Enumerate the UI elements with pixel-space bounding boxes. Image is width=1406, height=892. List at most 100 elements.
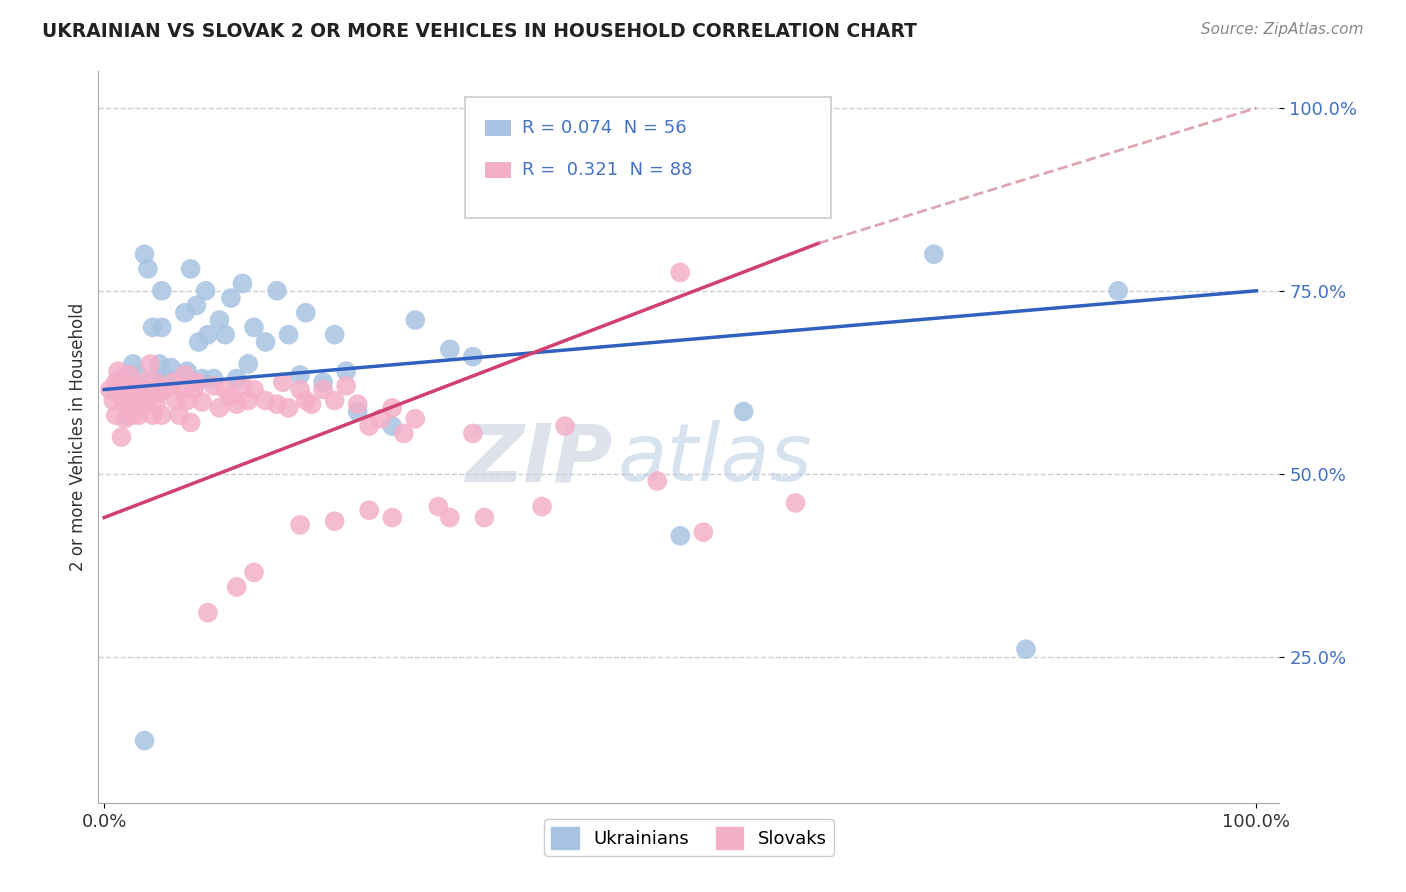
Point (243, 320, 266, 334)
Point (160, 360, 183, 375)
Point (288, 517, 311, 532)
Point (128, 408, 150, 422)
Point (266, 397, 288, 411)
Point (162, 375, 184, 389)
Point (214, 327, 236, 342)
Point (191, 395, 214, 409)
Point (187, 334, 209, 349)
Point (104, 375, 127, 389)
Point (381, 401, 404, 415)
Point (197, 606, 219, 620)
Point (323, 514, 346, 528)
Point (225, 397, 247, 411)
Point (150, 320, 173, 334)
Text: UKRAINIAN VS SLOVAK 2 OR MORE VEHICLES IN HOUSEHOLD CORRELATION CHART: UKRAINIAN VS SLOVAK 2 OR MORE VEHICLES I… (42, 22, 917, 41)
Text: R =  0.321  N = 88: R = 0.321 N = 88 (523, 161, 693, 179)
Point (554, 419, 576, 434)
Point (208, 313, 231, 327)
FancyBboxPatch shape (464, 97, 831, 218)
Point (392, 426, 415, 441)
Point (145, 375, 167, 389)
Point (669, 529, 692, 543)
Point (202, 371, 225, 385)
Point (231, 277, 253, 291)
Point (404, 412, 426, 426)
Point (114, 393, 136, 408)
Point (150, 408, 173, 422)
Point (107, 364, 129, 378)
Point (197, 327, 219, 342)
Point (346, 404, 368, 418)
Point (238, 393, 260, 408)
Point (129, 397, 152, 411)
Point (128, 368, 150, 382)
Point (243, 566, 266, 580)
Point (103, 393, 125, 408)
Point (323, 393, 346, 408)
Point (243, 383, 266, 397)
Point (295, 393, 318, 408)
Point (370, 412, 392, 426)
Point (122, 379, 145, 393)
Point (225, 580, 247, 594)
Point (191, 371, 214, 385)
Point (225, 371, 247, 385)
Point (214, 383, 236, 397)
Point (153, 383, 176, 397)
Point (148, 386, 170, 401)
Point (148, 357, 170, 371)
Point (219, 291, 242, 305)
Point (114, 412, 136, 426)
Point (219, 390, 242, 404)
Point (145, 371, 167, 385)
Point (165, 393, 187, 408)
Point (194, 284, 217, 298)
Point (645, 474, 668, 488)
Point (125, 379, 148, 393)
Legend: Ukrainians, Slovaks: Ukrainians, Slovaks (544, 820, 834, 856)
Point (254, 393, 277, 408)
Point (359, 503, 381, 517)
Bar (485, 162, 510, 178)
Point (118, 393, 141, 408)
Point (136, 261, 159, 276)
Point (136, 393, 159, 408)
Point (312, 375, 335, 389)
Point (167, 408, 190, 422)
Point (104, 408, 127, 422)
Point (145, 397, 167, 411)
Point (173, 368, 195, 382)
Point (110, 371, 132, 385)
Point (115, 383, 138, 397)
Point (461, 350, 484, 364)
Point (125, 393, 148, 408)
Point (183, 383, 205, 397)
Point (139, 375, 162, 389)
Point (122, 408, 145, 422)
Point (669, 266, 692, 280)
Point (1107, 284, 1129, 298)
Point (461, 426, 484, 441)
Point (922, 247, 945, 261)
Point (115, 379, 138, 393)
Point (288, 383, 311, 397)
Point (271, 375, 294, 389)
Point (359, 419, 381, 434)
Point (733, 404, 755, 418)
Point (134, 733, 156, 747)
Point (173, 306, 195, 320)
Text: ZIP: ZIP (465, 420, 612, 498)
Point (139, 357, 162, 371)
Point (1015, 642, 1038, 657)
Point (785, 496, 807, 510)
Text: R = 0.074  N = 56: R = 0.074 N = 56 (523, 120, 688, 137)
Point (474, 510, 496, 524)
Y-axis label: 2 or more Vehicles in Household: 2 or more Vehicles in Household (69, 303, 87, 571)
Point (301, 397, 323, 411)
Point (142, 320, 165, 334)
Point (115, 408, 138, 422)
Point (139, 383, 162, 397)
Point (692, 525, 714, 540)
Point (323, 327, 346, 342)
Point (335, 364, 357, 378)
